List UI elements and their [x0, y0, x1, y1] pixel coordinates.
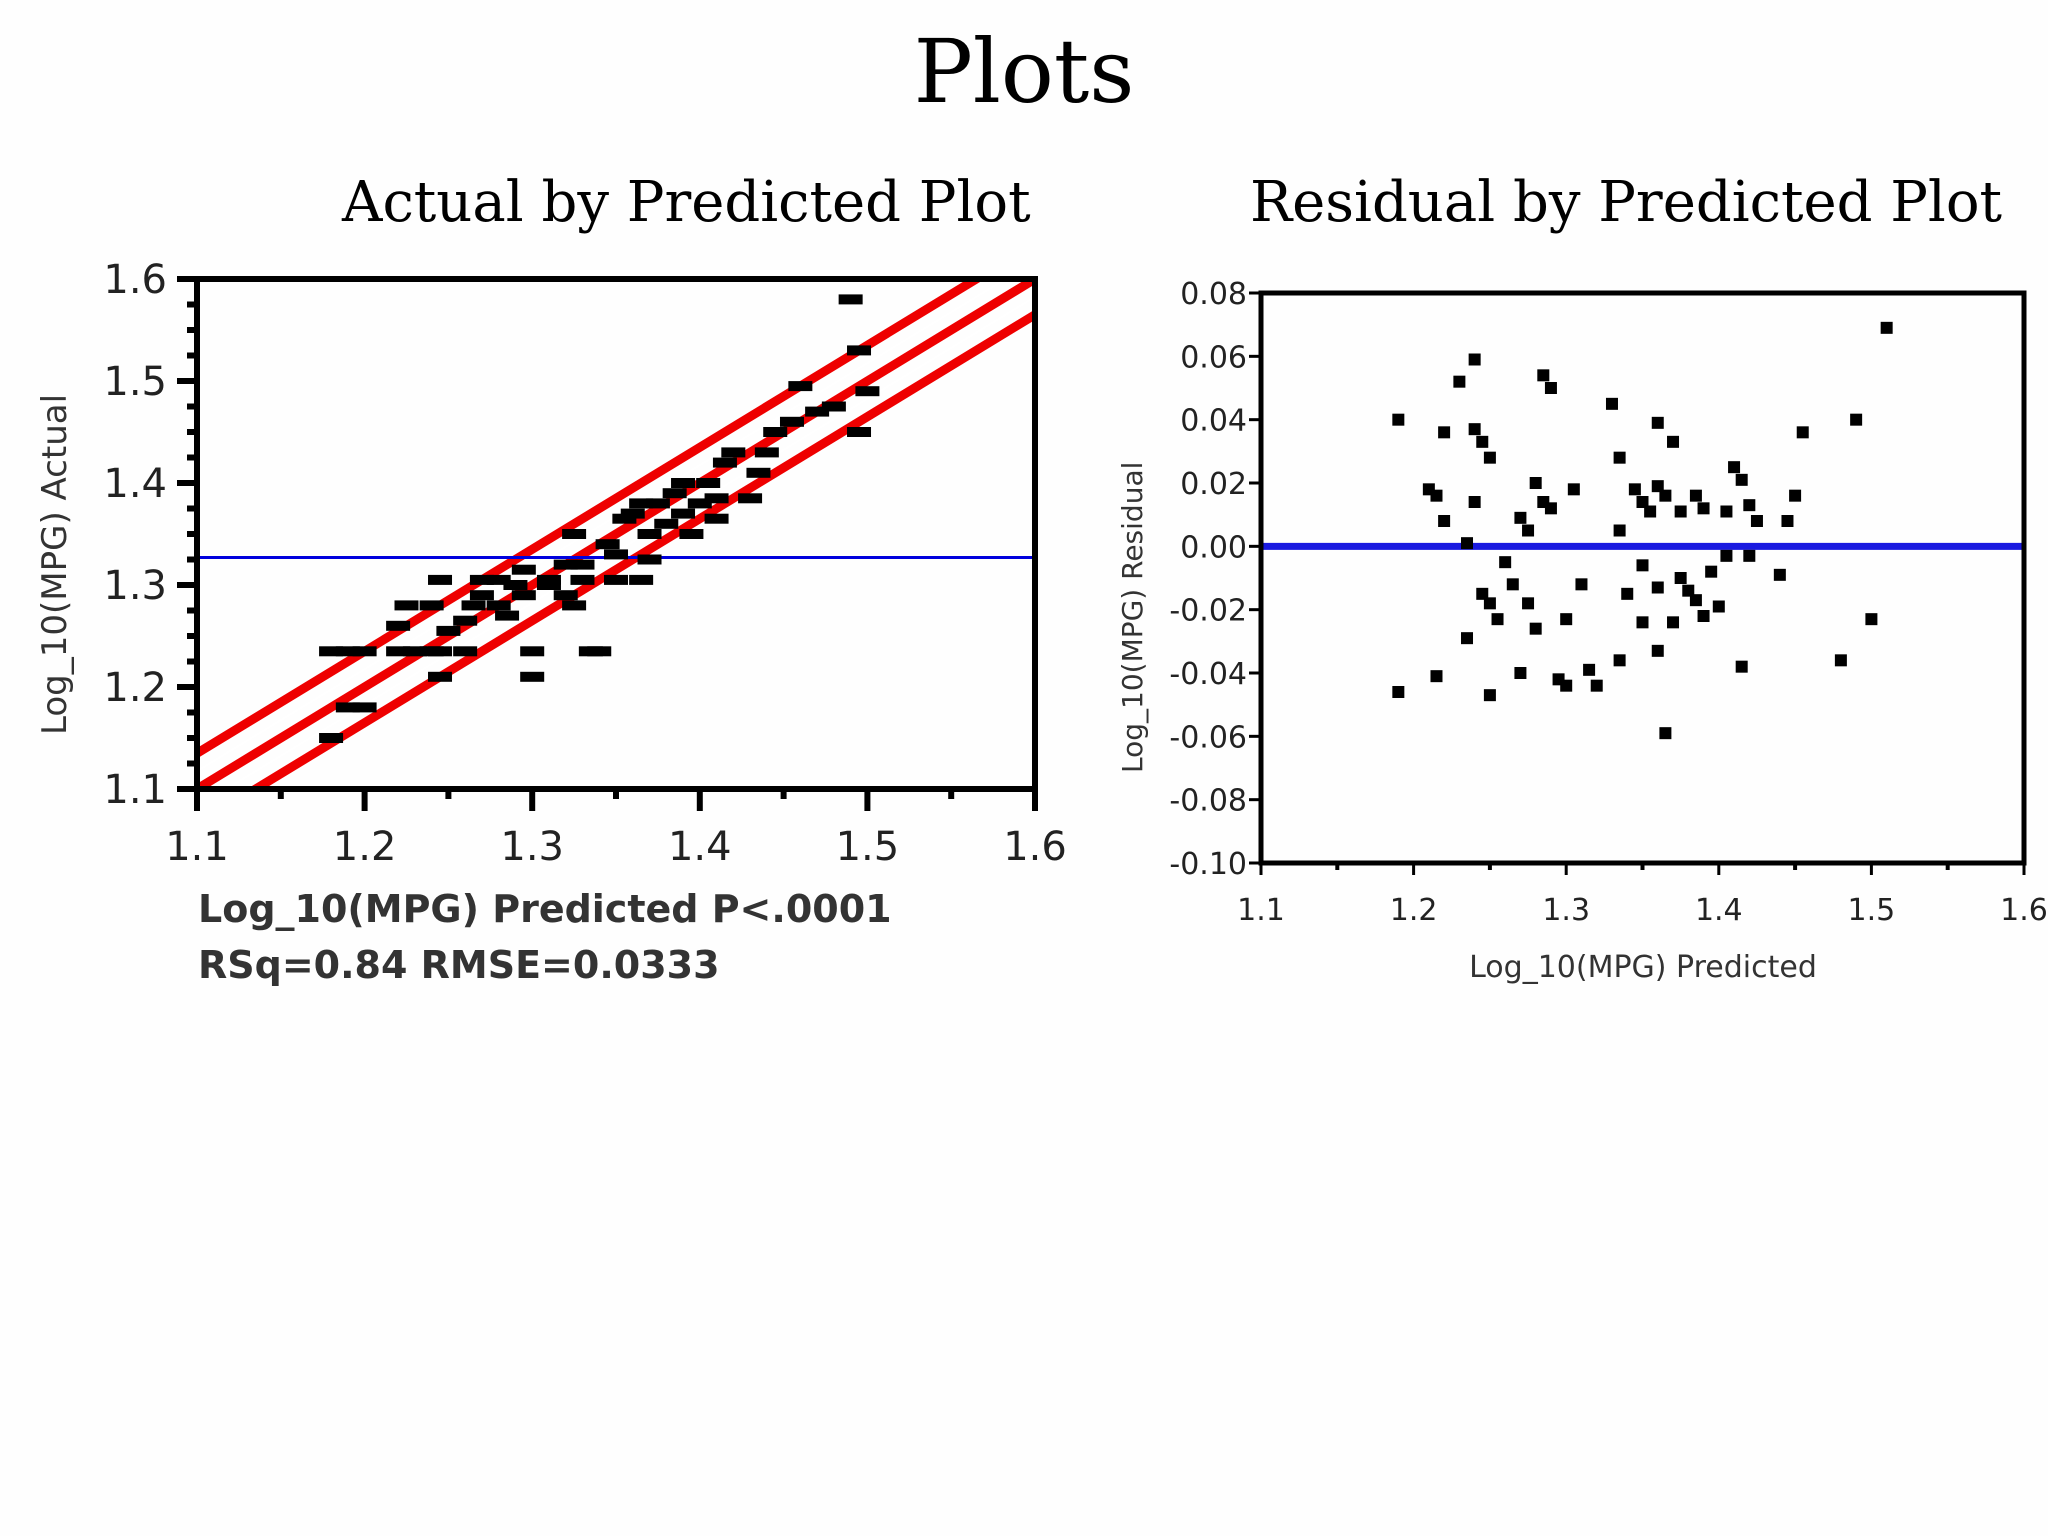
data-point	[562, 529, 587, 539]
data-point	[679, 529, 704, 539]
data-point	[352, 646, 377, 657]
data-point	[838, 294, 863, 305]
y-tick-label: 1.3	[103, 563, 167, 609]
data-point	[319, 733, 344, 743]
data-point	[436, 625, 461, 636]
data-point	[847, 427, 872, 437]
data-point	[763, 427, 788, 437]
y-axis-label: Log_10(MPG) Actual	[35, 394, 75, 735]
data-point	[637, 554, 662, 565]
residual-by-predicted-title: Residual by Predicted Plot	[1250, 170, 2003, 235]
y-tick-label: 1.5	[103, 359, 167, 405]
data-point	[779, 416, 804, 427]
data-point	[536, 580, 561, 590]
y-tick-label: 1.4	[103, 461, 167, 507]
data-point	[671, 508, 696, 519]
data-point	[511, 564, 536, 575]
data-point	[671, 478, 696, 488]
data-point	[486, 600, 511, 611]
data-point	[721, 447, 746, 458]
data-point	[335, 646, 360, 657]
data-point	[821, 401, 846, 412]
data-point	[495, 610, 520, 621]
data-point	[319, 646, 344, 657]
y-tick-label: 1.2	[103, 665, 167, 711]
plot-frame	[194, 276, 1038, 792]
data-point	[712, 457, 737, 468]
data-point	[654, 518, 679, 529]
data-point	[620, 508, 645, 519]
data-point	[788, 381, 813, 392]
data-point	[587, 646, 612, 657]
data-point	[696, 478, 721, 488]
data-point	[511, 590, 536, 601]
data-point	[469, 574, 494, 585]
data-point	[604, 574, 628, 585]
data-point	[704, 513, 729, 524]
y-tick-label: 1.6	[103, 257, 167, 303]
data-point	[520, 646, 545, 657]
x-tick-label: 1.5	[836, 824, 900, 870]
data-point	[428, 646, 453, 657]
actual-by-predicted-title: Actual by Predicted Plot	[342, 170, 1031, 235]
data-point	[335, 702, 360, 713]
data-point	[520, 671, 545, 682]
data-point	[352, 702, 377, 713]
x-tick-label: 1.4	[668, 824, 732, 870]
data-point	[394, 600, 419, 611]
data-point	[704, 493, 729, 504]
data-point	[461, 600, 486, 611]
data-point	[553, 559, 578, 570]
data-point	[855, 386, 880, 397]
data-point	[562, 600, 587, 611]
data-point	[402, 646, 427, 657]
fit-statistics: RSq=0.84 RMSE=0.0333	[198, 943, 720, 987]
data-point	[738, 493, 763, 504]
data-point	[428, 574, 453, 585]
data-point	[486, 574, 511, 585]
data-point	[595, 539, 620, 550]
data-point	[687, 498, 712, 509]
fit-line	[197, 279, 1035, 789]
x-tick-label: 1.2	[333, 824, 397, 870]
data-point	[553, 590, 578, 601]
data-point	[419, 600, 444, 611]
data-point	[503, 580, 528, 590]
data-point	[469, 590, 494, 601]
data-point	[453, 646, 478, 657]
data-point	[570, 559, 595, 570]
data-point	[453, 615, 478, 626]
data-point	[386, 620, 411, 631]
y-tick-label: 1.1	[103, 767, 167, 813]
data-point	[604, 549, 628, 560]
upper-confidence-curve	[197, 279, 985, 758]
x-tick-label: 1.6	[1003, 824, 1067, 870]
data-point	[805, 406, 830, 417]
x-tick-label: 1.3	[500, 824, 564, 870]
data-point	[847, 345, 872, 356]
data-point	[570, 574, 595, 585]
data-point	[637, 529, 662, 539]
lower-confidence-curve	[247, 310, 1035, 789]
data-point	[754, 447, 779, 458]
page-title: Plots	[913, 20, 1135, 123]
data-point	[645, 498, 670, 509]
data-point	[612, 513, 637, 524]
data-point	[536, 574, 561, 585]
data-point	[428, 671, 453, 682]
data-point	[629, 498, 654, 509]
x-axis-label: Log_10(MPG) Predicted P<.0001	[198, 887, 892, 931]
data-point	[746, 467, 771, 478]
data-point	[629, 574, 654, 585]
data-point	[386, 646, 411, 657]
x-tick-label: 1.1	[165, 824, 229, 870]
data-point	[662, 488, 687, 499]
